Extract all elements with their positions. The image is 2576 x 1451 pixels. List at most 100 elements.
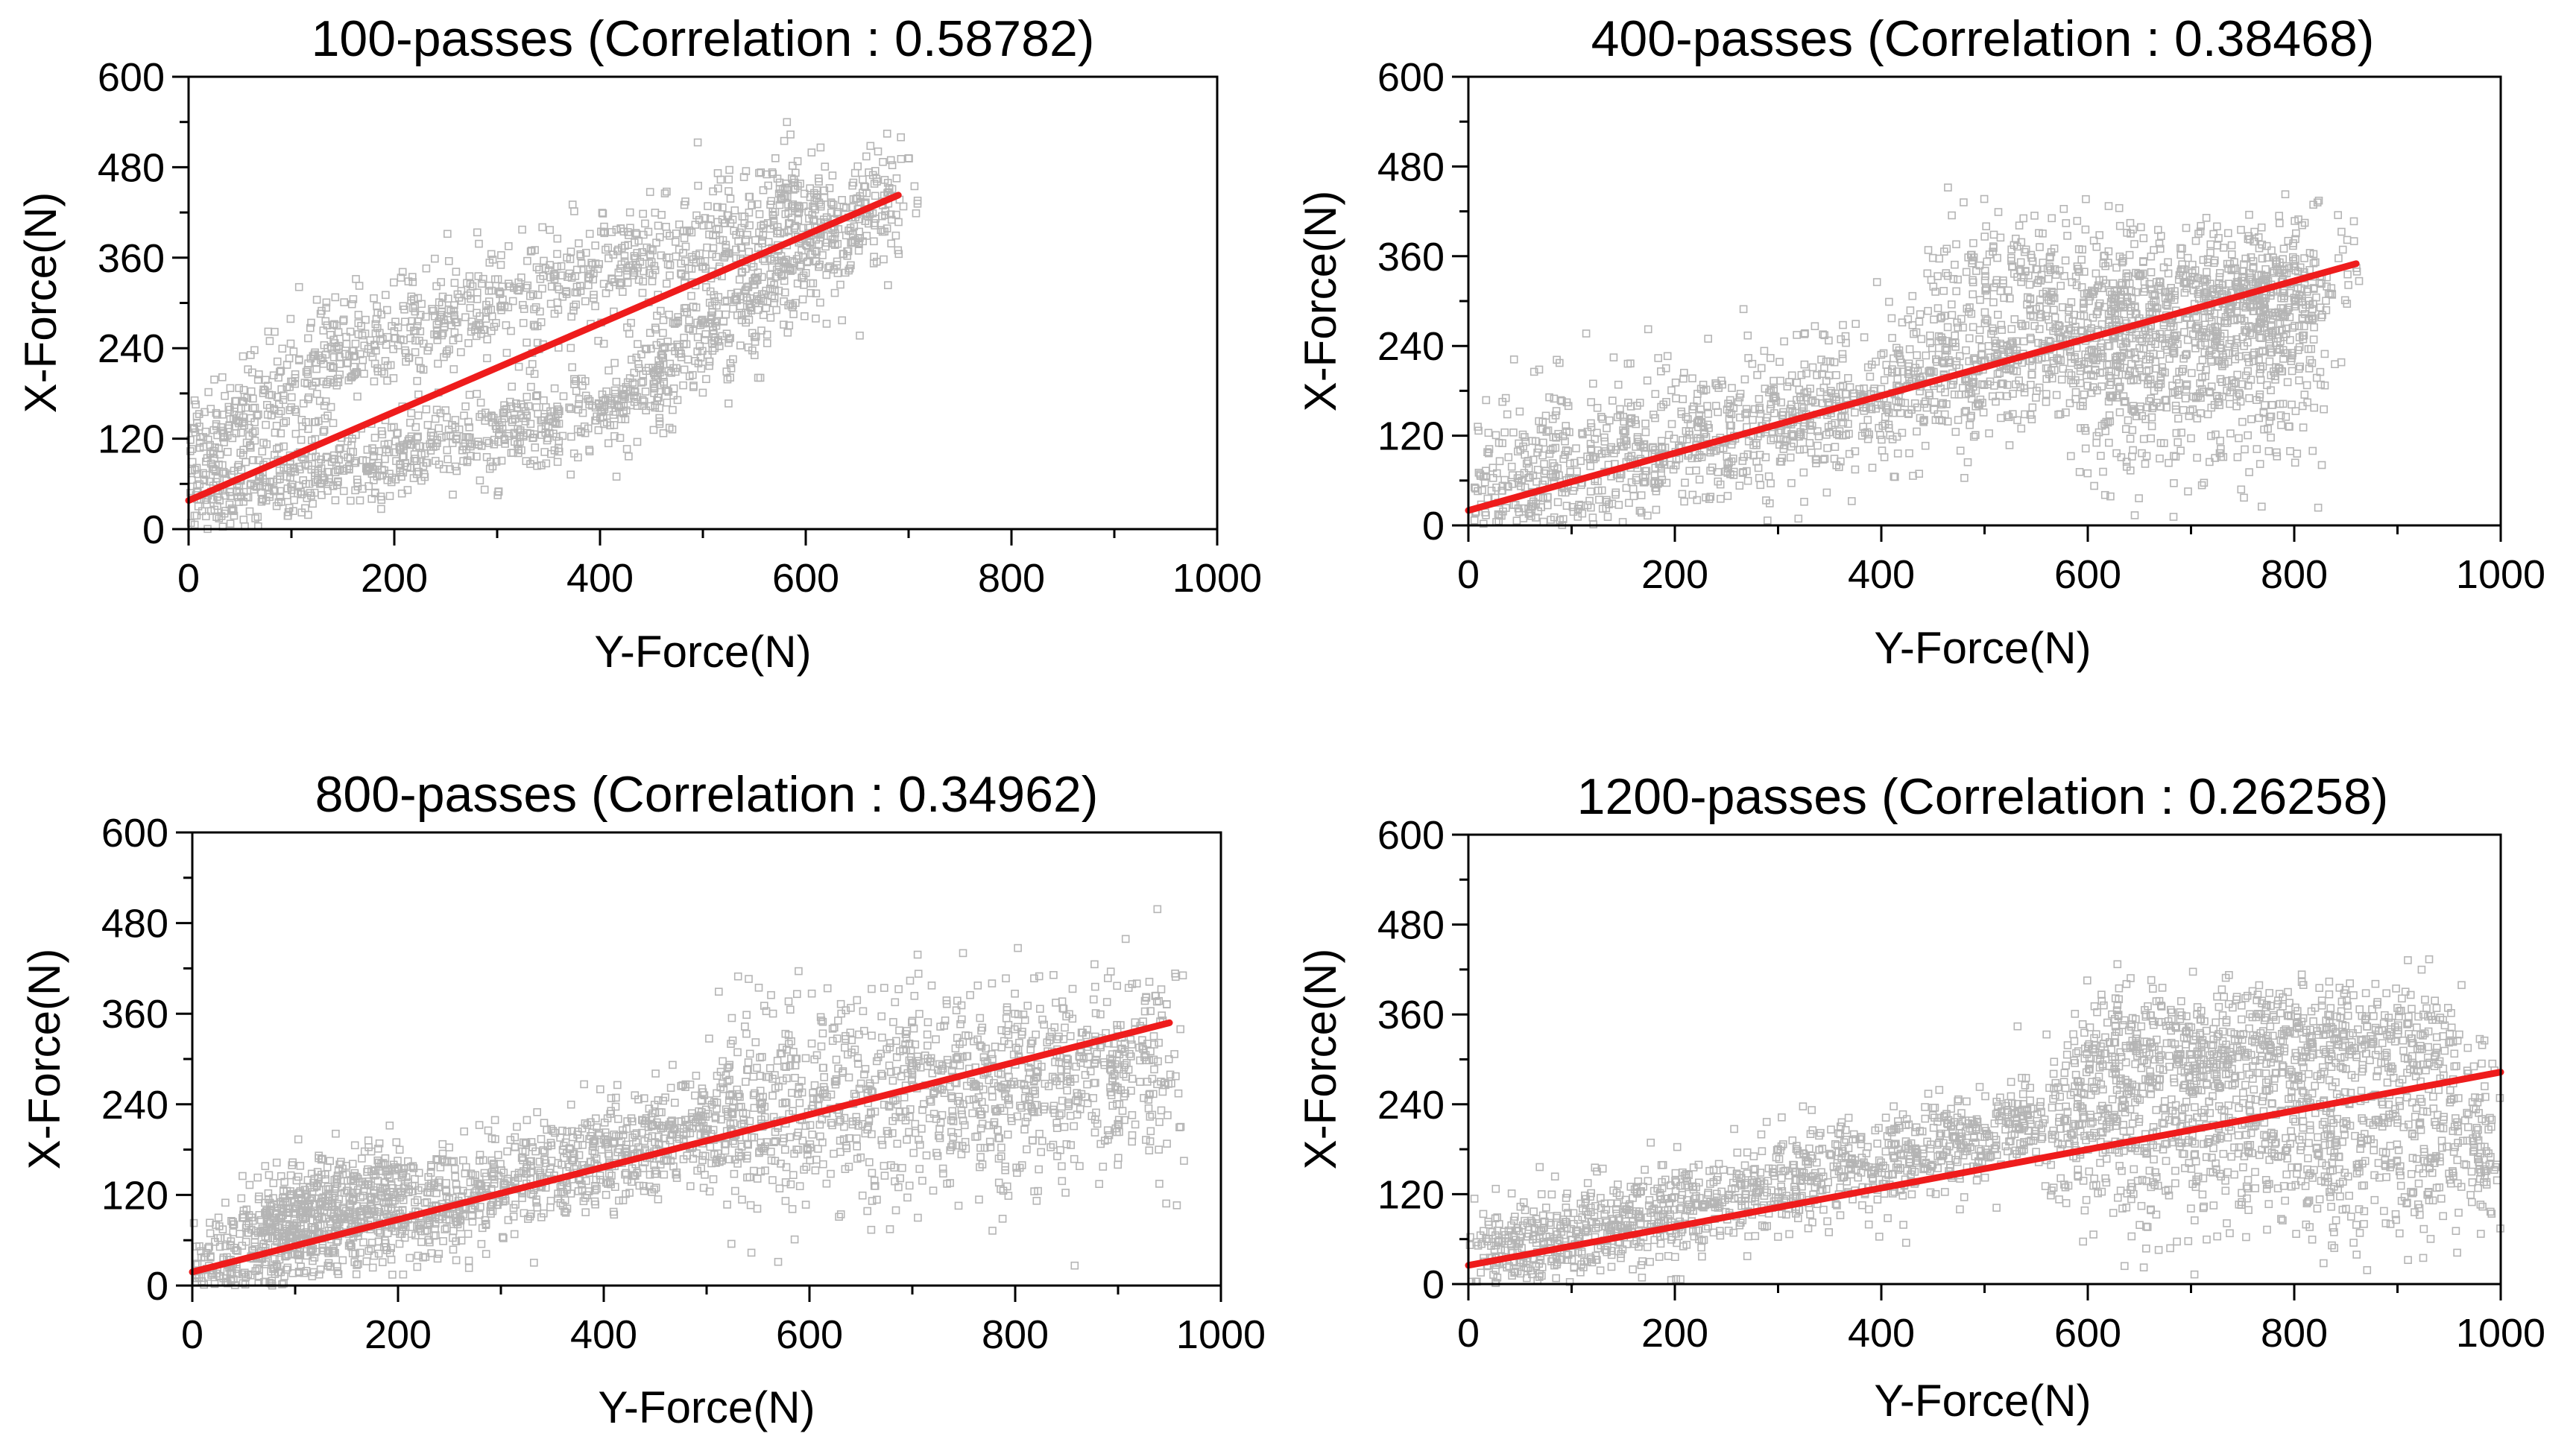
scatter-point bbox=[492, 319, 500, 327]
scatter-point bbox=[502, 321, 511, 329]
scatter-point bbox=[634, 236, 643, 245]
scatter-point bbox=[620, 252, 629, 260]
scatter-point bbox=[1823, 443, 1831, 452]
scatter-point bbox=[780, 192, 789, 200]
scatter-point bbox=[2126, 434, 2135, 443]
scatter-point bbox=[1926, 331, 1934, 340]
scatter-point bbox=[351, 458, 360, 467]
scatter-point bbox=[249, 394, 257, 403]
scatter-point bbox=[703, 243, 711, 252]
scatter-point bbox=[641, 388, 650, 396]
scatter-point bbox=[509, 449, 517, 457]
scatter-point bbox=[2090, 481, 2098, 490]
scatter-point bbox=[414, 391, 423, 399]
scatter-point bbox=[290, 496, 298, 505]
scatter-point bbox=[226, 519, 235, 528]
scatter-point bbox=[662, 279, 671, 288]
scatter-point bbox=[663, 187, 671, 196]
scatter-point bbox=[745, 192, 754, 201]
scatter-point bbox=[499, 295, 507, 304]
scatter-point bbox=[1553, 498, 1562, 507]
scatter-point bbox=[784, 227, 793, 235]
scatter-point bbox=[2126, 218, 2135, 227]
scatter-point bbox=[814, 174, 823, 183]
scatter-point bbox=[413, 434, 422, 442]
scatter-point bbox=[597, 227, 605, 236]
scatter-point bbox=[312, 377, 320, 386]
scatter-point bbox=[361, 329, 370, 338]
scatter-point bbox=[553, 282, 561, 291]
scatter-point bbox=[342, 340, 351, 348]
x-axis-label: Y-Force(N) bbox=[594, 627, 811, 677]
scatter-point bbox=[518, 225, 526, 234]
scatter-point bbox=[1739, 305, 1748, 314]
scatter-point bbox=[407, 408, 416, 417]
scatter-point bbox=[1692, 466, 1700, 475]
scatter-point bbox=[684, 264, 693, 273]
scatter-point bbox=[871, 192, 880, 200]
scatter-point bbox=[540, 396, 548, 405]
scatter-point bbox=[242, 458, 250, 467]
scatter-point bbox=[1770, 376, 1778, 385]
scatter-point bbox=[726, 195, 735, 203]
scatter-point bbox=[438, 300, 446, 309]
scatter-point bbox=[224, 447, 232, 456]
scatter-point bbox=[334, 466, 342, 475]
scatter-point bbox=[1757, 364, 1766, 373]
scatter-point bbox=[326, 361, 335, 370]
scatter-point bbox=[2019, 337, 2028, 346]
scatter-point bbox=[1850, 408, 1859, 417]
scatter-point bbox=[206, 459, 215, 468]
scatter-point bbox=[239, 352, 247, 361]
scatter-point bbox=[1667, 420, 1676, 429]
scatter-point bbox=[2245, 210, 2253, 219]
scatter-point bbox=[1922, 351, 1931, 360]
scatter-point bbox=[2284, 236, 2293, 245]
scatter-point bbox=[320, 402, 329, 410]
scatter-point bbox=[666, 271, 674, 279]
scatter-point bbox=[679, 381, 687, 390]
scatter-point bbox=[866, 142, 875, 151]
scatter-point bbox=[191, 428, 200, 437]
scatter-point bbox=[862, 152, 871, 161]
scatter-point bbox=[347, 300, 356, 309]
scatter-point bbox=[1671, 378, 1680, 387]
scatter-point bbox=[2156, 454, 2164, 463]
scatter-point bbox=[288, 377, 297, 386]
scatter-point bbox=[353, 392, 362, 401]
scatter-point bbox=[2288, 400, 2296, 409]
scatter-point bbox=[258, 447, 267, 456]
scatter-point bbox=[2129, 446, 2137, 455]
scatter-point bbox=[370, 294, 378, 303]
scatter-point bbox=[540, 256, 548, 265]
scatter-point bbox=[247, 414, 255, 423]
scatter-point bbox=[2097, 382, 2106, 391]
scatter-point bbox=[537, 317, 546, 326]
scatter-point bbox=[306, 323, 315, 332]
x-axis-label: Y-Force(N) bbox=[1874, 623, 2091, 673]
scatter-point bbox=[1504, 453, 1513, 461]
scatter-point bbox=[417, 364, 425, 373]
scatter-point bbox=[722, 249, 731, 258]
scatter-point bbox=[383, 332, 392, 341]
scatter-point bbox=[340, 298, 348, 306]
scatter-point bbox=[1799, 445, 1808, 454]
scatter-point bbox=[1989, 298, 1998, 307]
scatter-point bbox=[465, 423, 474, 431]
scatter-point bbox=[739, 173, 748, 181]
scatter-point bbox=[897, 155, 906, 163]
scatter-point bbox=[319, 377, 328, 386]
scatter-point bbox=[1786, 453, 1795, 462]
scatter-point bbox=[409, 294, 418, 303]
scatter-point bbox=[277, 407, 285, 415]
scatter-point bbox=[493, 416, 502, 425]
scatter-point bbox=[772, 306, 781, 314]
scatter-point bbox=[220, 438, 228, 446]
scatter-point bbox=[339, 317, 347, 326]
scatter-point bbox=[2308, 446, 2317, 455]
scatter-point bbox=[2273, 448, 2281, 457]
y-tick-label: 240 bbox=[1377, 324, 1445, 369]
scatter-point bbox=[1906, 306, 1915, 314]
scatter-point bbox=[443, 294, 452, 303]
scatter-point bbox=[571, 288, 580, 297]
